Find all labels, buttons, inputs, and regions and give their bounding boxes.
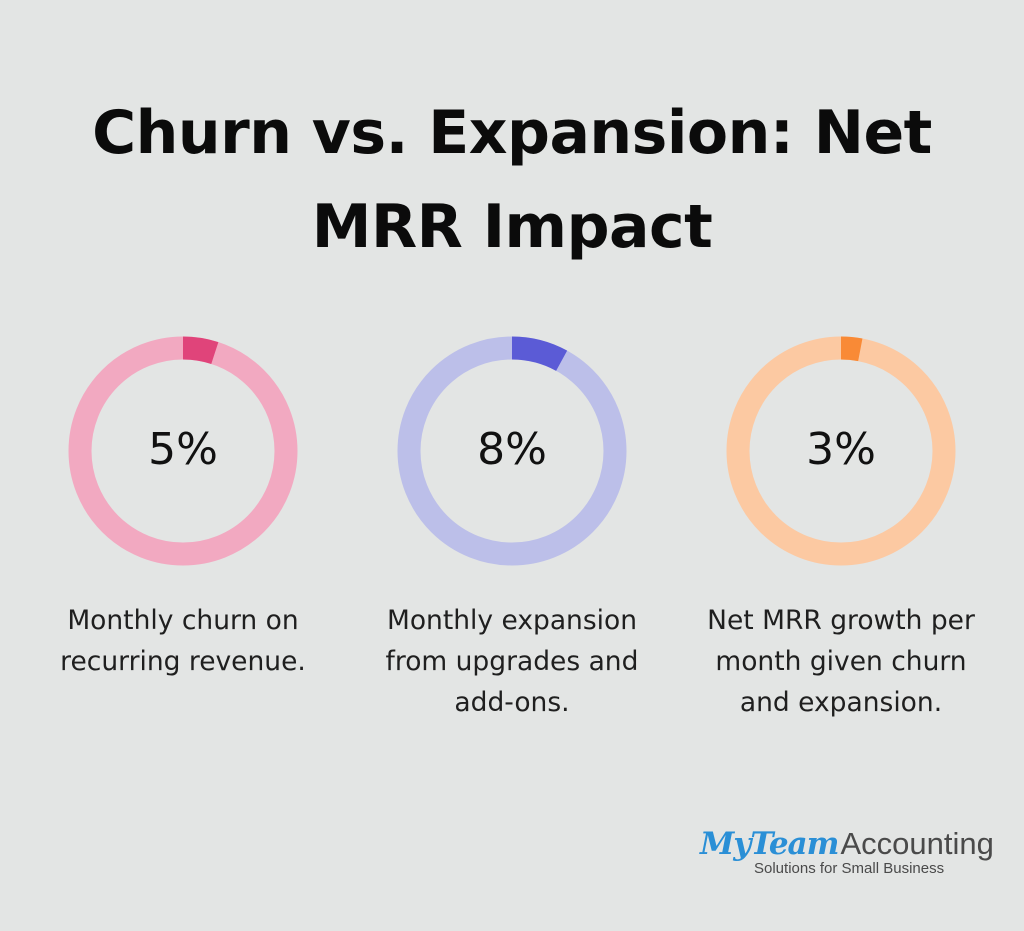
logo-tagline: Solutions for Small Business: [754, 860, 945, 877]
logo-brand-word: Accounting: [840, 826, 994, 861]
churn-donut-fill: [68, 336, 298, 566]
churn-donut: 5%: [68, 336, 298, 566]
expansion-donut-fill: [397, 336, 627, 566]
stat-expansion: 8% Monthly expansion from upgrades and a…: [362, 336, 662, 723]
churn-value-label: 5%: [148, 424, 218, 475]
logo-brand-script: MyTeam: [700, 826, 839, 862]
page-title: Churn vs. Expansion: Net MRR Impact: [0, 86, 1024, 274]
title-line-2: MRR Impact: [311, 192, 713, 262]
company-logo: MyTeamAccounting Solutions for Small Bus…: [700, 826, 1000, 877]
net-growth-value-label: 3%: [806, 424, 876, 475]
stat-net-growth: 3% Net MRR growth per month given churn …: [691, 336, 991, 723]
net-growth-donut: 3%: [726, 336, 956, 566]
stat-churn: 5% Monthly churn on recurring revenue.: [33, 336, 333, 682]
net-growth-donut-fill: [726, 336, 956, 566]
net-growth-description: Net MRR growth per month given churn and…: [707, 605, 975, 718]
expansion-donut: 8%: [397, 336, 627, 566]
expansion-description: Monthly expansion from upgrades and add-…: [385, 605, 639, 718]
expansion-value-label: 8%: [477, 424, 547, 475]
title-line-1: Churn vs. Expansion: Net: [92, 98, 932, 168]
logo-wordmark: MyTeamAccounting: [700, 826, 1000, 862]
churn-description: Monthly churn on recurring revenue.: [60, 605, 306, 677]
